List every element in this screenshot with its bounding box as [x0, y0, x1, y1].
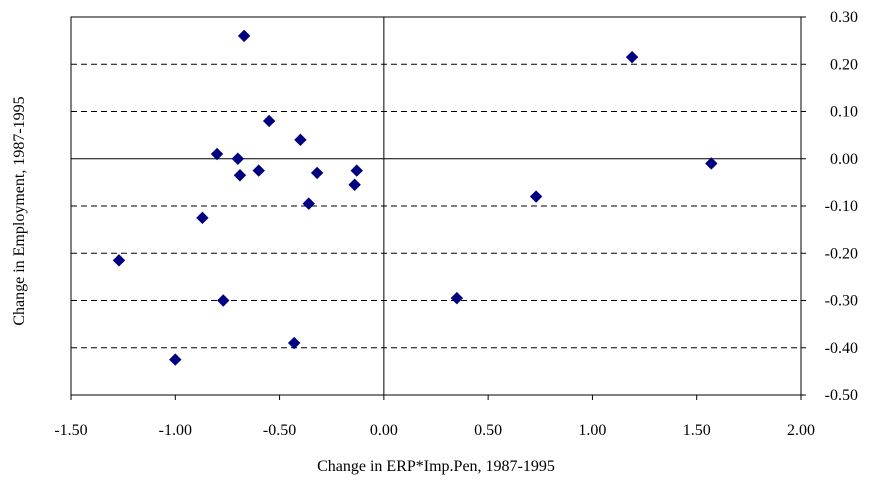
data-point: [210, 147, 224, 161]
x-tick-label: 1.50: [683, 422, 711, 439]
data-point: [252, 164, 265, 177]
y-axis-ticks: 0.30 0.20 0.10 0.00 -0.10 -0.20 -0.30 -0.40 -0.5…: [801, 9, 858, 404]
x-tick-label: -1.50: [54, 422, 87, 439]
data-point: [625, 50, 639, 64]
data-point: [350, 164, 363, 177]
data-point: [237, 29, 251, 43]
x-tick-label: 0.50: [474, 422, 502, 439]
data-point: [348, 178, 361, 191]
y-axis-title: Change in Employment, 1987-1995: [11, 96, 28, 325]
x-tick-label: -0.50: [263, 422, 296, 439]
data-point: [529, 190, 543, 203]
data-point: [262, 114, 276, 128]
x-tick-label: 0.00: [370, 422, 398, 439]
data-point: [302, 197, 315, 210]
y-tick-label: -0.10: [825, 198, 858, 215]
y-tick-label: 0.00: [830, 151, 858, 168]
gridlines: [71, 63, 801, 349]
data-point: [112, 254, 126, 267]
data-point: [217, 294, 230, 307]
y-tick-label: 0.30: [830, 9, 858, 26]
y-tick-label: -0.40: [825, 340, 858, 357]
data-point: [196, 211, 209, 225]
data-point: [169, 353, 182, 366]
data-point: [231, 152, 245, 165]
y-tick-label: -0.50: [825, 387, 858, 404]
y-tick-label: 0.20: [830, 56, 858, 73]
x-tick-label: 1.00: [578, 422, 606, 439]
x-tick-label: 2.00: [787, 422, 815, 439]
data-point: [233, 169, 247, 182]
y-tick-label: -0.20: [825, 245, 858, 262]
y-tick-label: 0.10: [830, 104, 858, 121]
data-point: [294, 133, 307, 147]
data-points: [112, 29, 718, 366]
x-axis-ticks: -1.50 -1.00 -0.50 0.00 0.50 1.00 1.50 2.00: [54, 395, 815, 439]
zero-axes: [71, 17, 801, 395]
y-tick-label: -0.30: [825, 293, 858, 310]
x-tick-label: -1.00: [159, 422, 192, 439]
data-point: [705, 157, 718, 170]
x-axis-title: Change in ERP*Imp.Pen, 1987-1995: [317, 458, 555, 475]
data-point: [287, 336, 301, 350]
data-point: [450, 291, 464, 305]
data-point: [310, 166, 324, 180]
